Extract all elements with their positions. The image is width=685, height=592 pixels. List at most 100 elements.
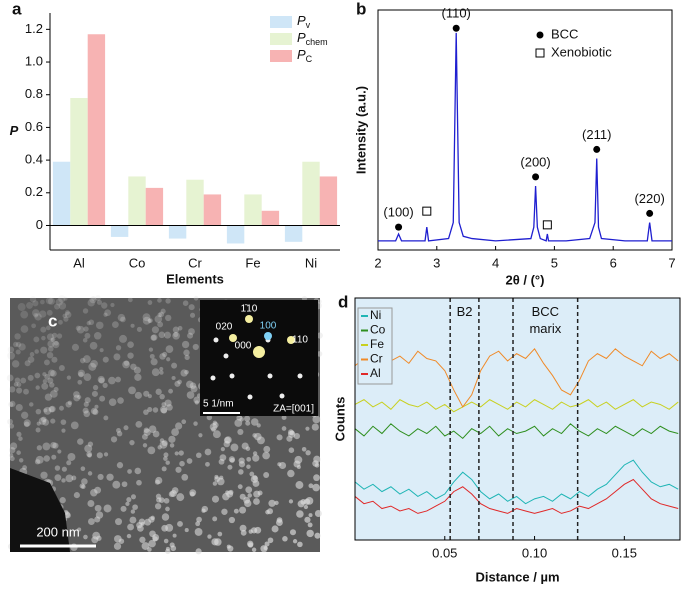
precipitate xyxy=(201,508,206,513)
panel-label: a xyxy=(12,0,22,18)
precipitate xyxy=(227,545,234,552)
precipitate xyxy=(157,312,162,318)
precipitate xyxy=(99,395,106,402)
precipitate xyxy=(42,442,51,451)
precipitate xyxy=(211,495,220,503)
precipitate xyxy=(57,449,62,454)
precipitate xyxy=(148,425,157,433)
precipitate xyxy=(46,309,53,316)
precipitate xyxy=(87,299,95,307)
precipitate xyxy=(127,469,132,474)
profile-line xyxy=(354,347,679,408)
precipitate xyxy=(246,464,251,469)
diffraction-spot xyxy=(223,353,229,359)
precipitate xyxy=(244,499,252,508)
precipitate xyxy=(90,359,98,368)
precipitate xyxy=(147,394,152,399)
precipitate xyxy=(64,512,71,519)
precipitate xyxy=(143,390,150,397)
precipitate xyxy=(95,295,101,301)
precipitate xyxy=(59,405,64,411)
spot-label: 110 xyxy=(292,335,308,346)
precipitate xyxy=(247,542,254,548)
bar xyxy=(128,176,146,226)
precipitate xyxy=(84,332,91,339)
bar xyxy=(203,194,222,226)
precipitate xyxy=(40,416,47,423)
x-tick-label: Ni xyxy=(305,255,317,270)
precipitate xyxy=(238,469,244,475)
precipitate xyxy=(13,382,19,387)
precipitate xyxy=(86,451,93,458)
precipitate xyxy=(297,500,305,508)
x-tick-label: 6 xyxy=(610,255,617,270)
precipitate xyxy=(179,460,185,467)
precipitate xyxy=(51,356,58,363)
precipitate xyxy=(308,483,314,489)
precipitate xyxy=(8,446,16,454)
precipitate xyxy=(58,295,66,303)
precipitate xyxy=(88,362,97,371)
bcc-marker xyxy=(395,223,403,231)
precipitate xyxy=(117,313,126,322)
precipitate xyxy=(150,334,157,341)
precipitate xyxy=(53,387,59,393)
precipitate xyxy=(143,409,149,415)
legend-marker xyxy=(535,48,545,58)
precipitate xyxy=(29,296,37,303)
precipitate xyxy=(33,312,39,318)
precipitate xyxy=(48,369,55,377)
precipitate xyxy=(155,388,162,395)
precipitate xyxy=(306,529,314,538)
precipitate xyxy=(34,372,41,379)
precipitate xyxy=(262,451,270,460)
precipitate xyxy=(139,536,146,543)
precipitate xyxy=(97,375,105,384)
xrd-line xyxy=(378,32,672,242)
precipitate xyxy=(159,393,165,400)
precipitate xyxy=(130,323,135,328)
precipitate xyxy=(23,421,30,428)
precipitate xyxy=(94,504,102,512)
precipitate xyxy=(17,303,26,311)
precipitate xyxy=(207,534,212,539)
precipitate xyxy=(87,518,95,525)
profile-line xyxy=(354,423,679,440)
precipitate xyxy=(123,425,129,431)
precipitate xyxy=(263,445,271,453)
precipitate xyxy=(129,516,137,524)
precipitate xyxy=(316,351,323,357)
precipitate xyxy=(83,401,89,407)
precipitate xyxy=(154,479,161,485)
precipitate xyxy=(84,444,93,453)
legend-label: PC xyxy=(297,47,313,64)
precipitate xyxy=(238,461,246,468)
precipitate xyxy=(36,445,43,451)
precipitate xyxy=(147,318,152,324)
precipitate xyxy=(165,460,170,465)
y-tick-label: 0 xyxy=(36,217,43,232)
precipitate xyxy=(87,471,93,476)
precipitate xyxy=(141,542,150,550)
precipitate xyxy=(82,308,89,314)
diffraction-spot xyxy=(279,393,285,399)
precipitate xyxy=(103,415,109,421)
bar xyxy=(284,225,303,242)
precipitate xyxy=(35,385,40,390)
precipitate xyxy=(96,452,103,459)
precipitate xyxy=(52,341,60,349)
precipitate xyxy=(108,376,116,385)
precipitate xyxy=(113,353,121,361)
precipitate xyxy=(143,427,150,433)
x-axis-label: 2θ / (°) xyxy=(506,272,545,287)
spot-label: 020 xyxy=(216,322,233,333)
precipitate xyxy=(115,345,122,351)
precipitate xyxy=(63,316,69,322)
precipitate xyxy=(159,438,165,443)
precipitate xyxy=(268,499,276,507)
precipitate xyxy=(196,452,202,459)
precipitate xyxy=(222,492,230,501)
precipitate xyxy=(246,456,252,462)
precipitate xyxy=(236,414,243,421)
precipitate xyxy=(127,297,133,303)
